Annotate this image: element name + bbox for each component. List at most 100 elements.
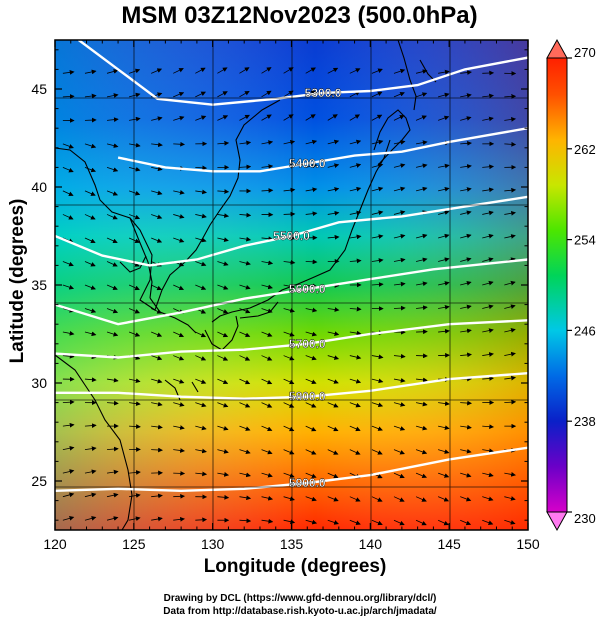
wind-arrow [371, 139, 384, 145]
wind-arrow [62, 261, 74, 267]
wind-arrow [393, 496, 405, 502]
wind-arrow [106, 516, 119, 521]
wind-arrow [195, 378, 207, 384]
wind-arrow [460, 187, 472, 192]
colorbar-tick-label: 238 [574, 414, 596, 429]
wind-arrow [305, 378, 317, 384]
wind-arrow [195, 261, 207, 267]
wind-arrow [84, 167, 96, 173]
colorbar-top-triangle [546, 38, 568, 59]
wind-arrow [151, 401, 163, 407]
x-tick-label: 150 [516, 536, 540, 552]
wind-arrow [327, 355, 340, 360]
wind-arrow [327, 307, 340, 312]
wind-arrow [217, 67, 228, 74]
wind-arrow [195, 402, 207, 408]
wind-arrow [84, 214, 96, 220]
wind-arrow [84, 190, 96, 196]
wind-arrow [151, 214, 163, 220]
wind-arrow [151, 284, 162, 291]
wind-arrow [371, 91, 383, 98]
wind-arrow [217, 425, 229, 431]
wind-arrow [482, 352, 494, 357]
wind-arrow [305, 187, 318, 193]
x-axis-title: Longitude (degrees) [203, 556, 387, 577]
y-axis: 25 30 35 40 45 [31, 49, 528, 521]
wind-arrow [438, 69, 450, 75]
wind-arrow [239, 212, 252, 218]
contour-line [55, 258, 528, 326]
wind-arrow [438, 425, 450, 430]
wind-arrow [195, 165, 208, 171]
wind-arrow [195, 284, 207, 290]
height-contours: 5300.05400.05500.05600.05700.05800.05900… [55, 40, 528, 493]
contour-label: 5600.0 [289, 282, 326, 296]
wind-arrow [305, 259, 318, 265]
wind-arrow [151, 68, 163, 74]
wind-arrow [393, 163, 406, 168]
wind-arrow [106, 237, 118, 244]
colorbar: 230 238 246 254 262 270 [546, 38, 596, 532]
wind-arrow [349, 496, 361, 502]
wind-arrow [327, 331, 340, 336]
wind-arrow [415, 115, 427, 121]
wind-arrow [482, 376, 495, 381]
wind-arrow [305, 472, 317, 479]
wind-arrow [106, 377, 119, 383]
wind-arrow [261, 90, 272, 98]
contour-label: 5800.0 [289, 390, 326, 404]
wind-arrow [393, 353, 406, 359]
wind-arrow [283, 139, 296, 145]
wind-arrow [371, 186, 384, 192]
wind-arrow [84, 331, 97, 337]
wind-arrow [371, 68, 383, 74]
wind-arrow [151, 424, 163, 430]
wind-arrow [305, 519, 318, 525]
wind-arrow [151, 378, 163, 384]
wind-arrow [84, 377, 97, 383]
wind-arrow [84, 93, 97, 99]
wind-arrow [195, 213, 207, 219]
wind-arrow [129, 424, 141, 429]
wind-arrow [173, 355, 185, 361]
wind-arrow [217, 140, 230, 146]
wind-arrow [438, 328, 450, 334]
wind-arrow [195, 517, 208, 523]
wind-arrow [283, 114, 294, 121]
wind-arrow [438, 281, 450, 286]
wind-arrow [460, 424, 472, 430]
wind-arrow [261, 260, 274, 266]
wind-arrow [393, 472, 405, 479]
wind-arrow [327, 163, 340, 168]
wind-arrow [283, 284, 296, 289]
wind-arrow [438, 186, 450, 192]
wind-arrow [393, 233, 406, 239]
coastlines [55, 40, 437, 530]
wind-arrow [129, 493, 141, 498]
wind-arrow [438, 92, 450, 98]
wind-arrow [393, 257, 406, 263]
wind-arrow [504, 141, 517, 147]
wind-arrow [239, 495, 252, 501]
wind-arrow [482, 519, 494, 525]
wind-arrow [393, 425, 406, 431]
wind-arrow [173, 91, 185, 98]
wind-arrow [173, 190, 185, 195]
wind-arrow [437, 519, 449, 526]
wind-arrow [151, 447, 163, 453]
wind-arrow [129, 92, 141, 98]
wind-arrow [195, 425, 207, 431]
wind-arrow [349, 378, 362, 384]
wind-arrow [173, 378, 185, 384]
wind-arrow [239, 67, 250, 74]
wind-arrow [349, 139, 362, 145]
wind-arrow [393, 305, 406, 311]
wind-arrow [151, 166, 163, 172]
wind-arrow [173, 516, 185, 522]
wind-arrow [415, 140, 428, 145]
wind-arrow [460, 257, 472, 262]
wind-arrow [84, 492, 97, 498]
wind-arrow [305, 163, 318, 169]
wind-arrow [349, 519, 361, 525]
wind-arrow [173, 448, 185, 453]
